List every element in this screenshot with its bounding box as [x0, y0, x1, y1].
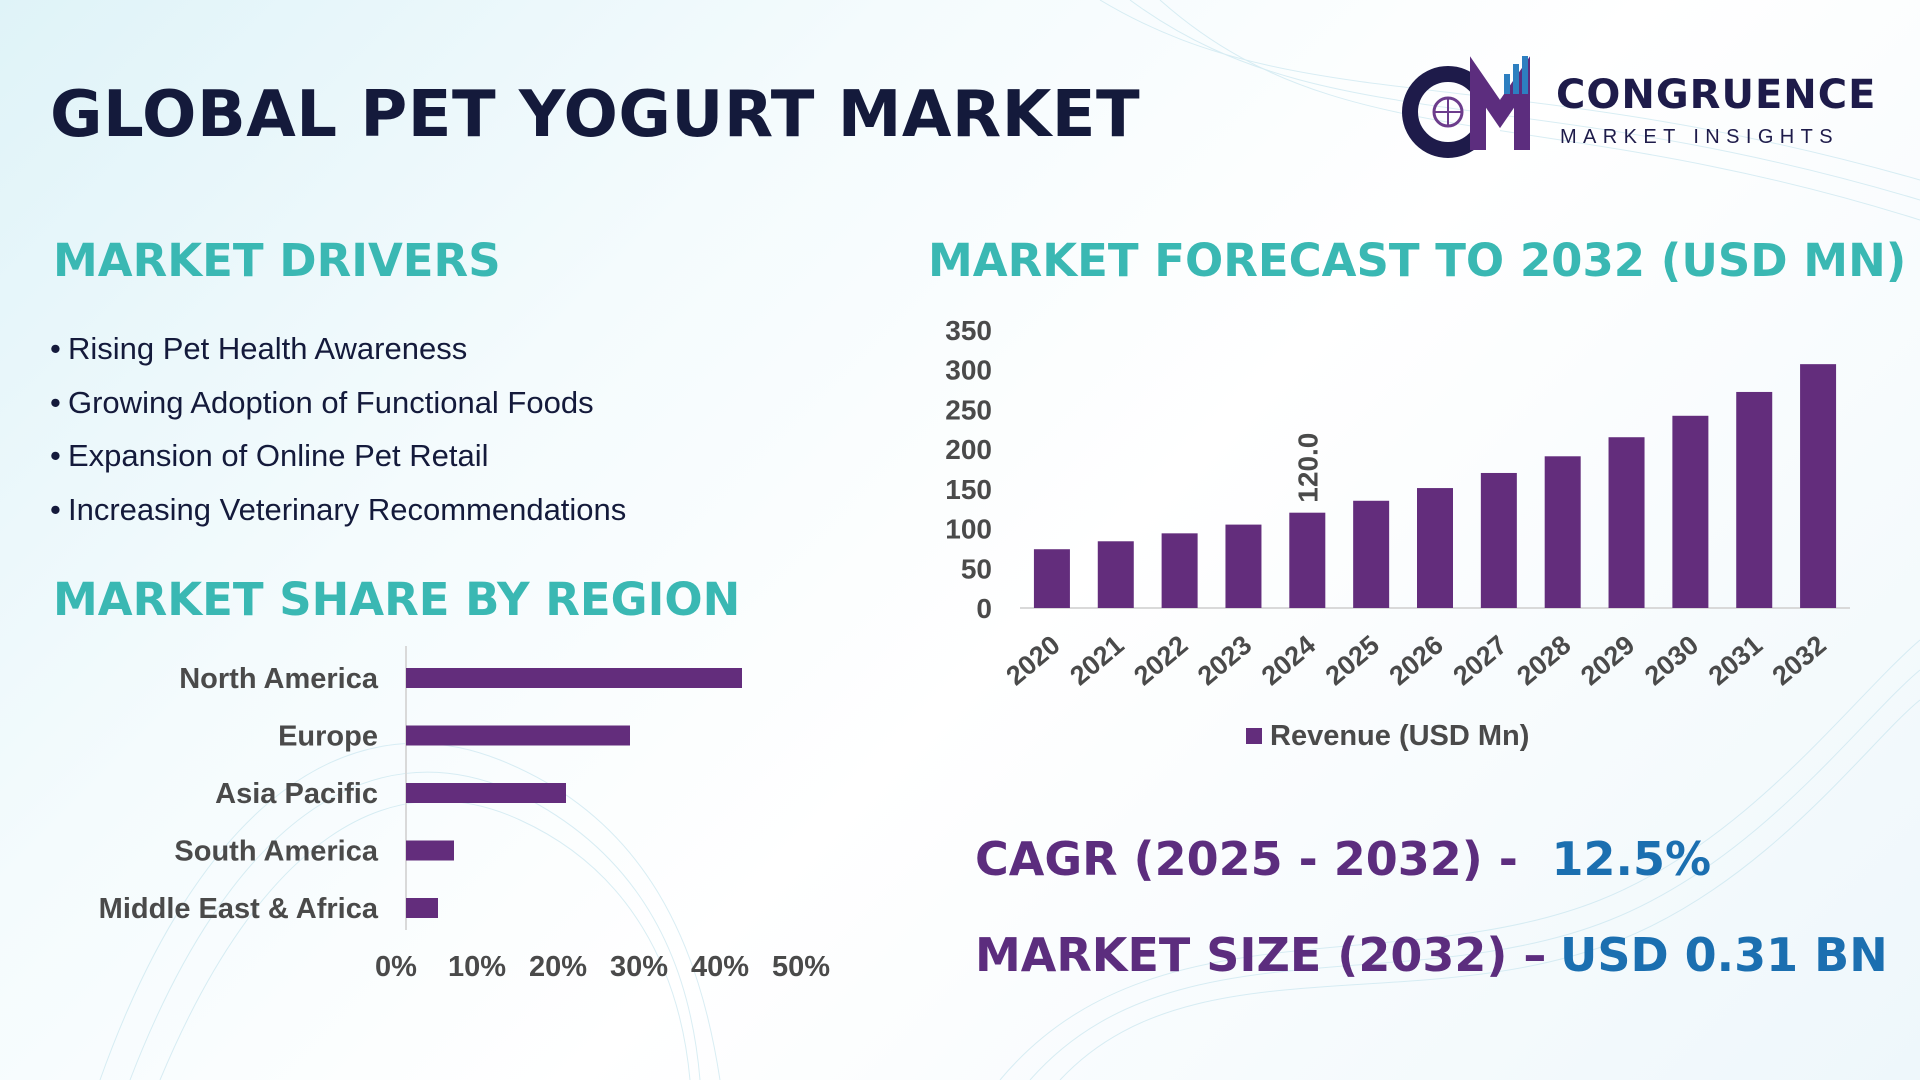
- x-tick-label: 2024: [1256, 630, 1321, 692]
- region-bar: [406, 668, 742, 688]
- logo-tagline: MARKET INSIGHTS: [1560, 126, 1839, 148]
- forecast-bar: [1097, 541, 1134, 608]
- page-title: GLOBAL PET YOGURT MARKET: [50, 78, 1141, 152]
- forecast-bar: [1417, 488, 1453, 608]
- driver-item: • Expansion of Online Pet Retail: [50, 429, 626, 483]
- forecast-bar: [1800, 364, 1837, 608]
- forecast-bar: [1033, 549, 1070, 608]
- y-tick-label: 200: [945, 434, 992, 465]
- y-tick-label: 150: [945, 474, 992, 505]
- cagr-value: 12.5%: [1551, 832, 1712, 886]
- bullet-icon: •: [50, 331, 61, 366]
- region-label: Middle East & Africa: [99, 893, 379, 925]
- cagr-kpi: CAGR (2025 - 2032) - 12.5%: [975, 832, 1711, 886]
- y-tick-label: 100: [945, 514, 992, 545]
- forecast-chart: 0501001502002503003502020202120222023202…: [945, 315, 1850, 752]
- logo-name: CONGRUENCE: [1556, 72, 1877, 118]
- bullet-icon: •: [50, 384, 61, 420]
- forecast-bar: [1289, 512, 1326, 608]
- logo-mark-icon: [1402, 56, 1530, 158]
- driver-item: • Increasing Veterinary Recommendations: [50, 483, 626, 537]
- x-tick-label: 2025: [1320, 630, 1385, 692]
- forecast-bar: [1480, 472, 1517, 608]
- x-tick-label: 2022: [1128, 630, 1193, 692]
- forecast-bar: [1225, 524, 1262, 608]
- x-tick-label: 2027: [1447, 630, 1512, 692]
- region-label: Europe: [278, 721, 378, 753]
- driver-text: Growing Adoption of Functional Foods: [68, 384, 594, 420]
- forecast-bar: [1544, 456, 1581, 608]
- driver-item: • Rising Pet Health Awareness: [50, 322, 626, 376]
- forecast-heading: MARKET FORECAST TO 2032 (USD MN): [928, 234, 1907, 287]
- x-tick-label: 0%: [375, 951, 417, 983]
- x-tick-label: 2029: [1575, 630, 1640, 692]
- legend-label: Revenue (USD Mn): [1270, 720, 1529, 752]
- market-size-label: MARKET SIZE (2032) –: [975, 928, 1547, 982]
- x-tick-label: 10%: [448, 951, 506, 983]
- driver-text: Expansion of Online Pet Retail: [68, 438, 489, 473]
- x-tick-label: 30%: [610, 951, 668, 983]
- bullet-icon: •: [50, 438, 61, 473]
- forecast-bar: [1672, 415, 1709, 608]
- x-tick-label: 2021: [1064, 630, 1129, 692]
- x-tick-label: 50%: [772, 951, 830, 983]
- x-tick-label: 2028: [1511, 630, 1576, 692]
- bullet-icon: •: [50, 491, 61, 527]
- x-tick-label: 2020: [1000, 630, 1065, 692]
- logo: CONGRUENCE MARKET INSIGHTS: [1400, 52, 1880, 162]
- legend-swatch: [1246, 728, 1262, 744]
- y-tick-label: 50: [961, 553, 992, 584]
- region-bar: [406, 783, 566, 803]
- forecast-bar: [1736, 391, 1773, 608]
- x-tick-label: 20%: [529, 951, 587, 983]
- y-tick-label: 0: [976, 593, 992, 624]
- region-label: South America: [174, 836, 378, 868]
- region-label: Asia Pacific: [215, 778, 378, 810]
- cagr-label: CAGR (2025 - 2032) -: [975, 832, 1518, 886]
- forecast-bar: [1161, 533, 1198, 608]
- region-bar: [406, 725, 630, 746]
- y-tick-label: 300: [945, 355, 992, 386]
- y-tick-label: 250: [945, 394, 992, 425]
- driver-text: Increasing Veterinary Recommendations: [68, 491, 627, 527]
- region-bar: [406, 898, 438, 918]
- x-tick-label: 2030: [1639, 630, 1704, 692]
- forecast-bar: [1608, 437, 1645, 608]
- driver-item: • Growing Adoption of Functional Foods: [50, 376, 626, 430]
- region-heading: MARKET SHARE BY REGION: [53, 573, 741, 626]
- x-tick-label: 2026: [1384, 630, 1449, 692]
- region-bar: [406, 840, 454, 861]
- chart-legend: Revenue (USD Mn): [1246, 720, 1529, 752]
- y-tick-label: 350: [945, 315, 992, 346]
- data-label: 120.0: [1292, 433, 1323, 503]
- x-tick-label: 2023: [1192, 630, 1257, 692]
- region-label: North America: [179, 663, 379, 695]
- driver-text: Rising Pet Health Awareness: [68, 331, 468, 366]
- x-tick-label: 2032: [1767, 630, 1832, 692]
- market-size-kpi: MARKET SIZE (2032) – USD 0.31 BN: [975, 928, 1888, 982]
- region-share-chart: North America Europe Asia Pacific South Ame…: [99, 646, 830, 983]
- drivers-list: • Rising Pet Health Awareness • Growing Ad…: [50, 322, 626, 536]
- forecast-bar: [1353, 500, 1390, 608]
- x-tick-label: 2031: [1703, 630, 1768, 692]
- x-tick-label: 40%: [691, 951, 749, 983]
- drivers-heading: MARKET DRIVERS: [53, 234, 501, 287]
- market-size-value: USD 0.31 BN: [1559, 928, 1888, 982]
